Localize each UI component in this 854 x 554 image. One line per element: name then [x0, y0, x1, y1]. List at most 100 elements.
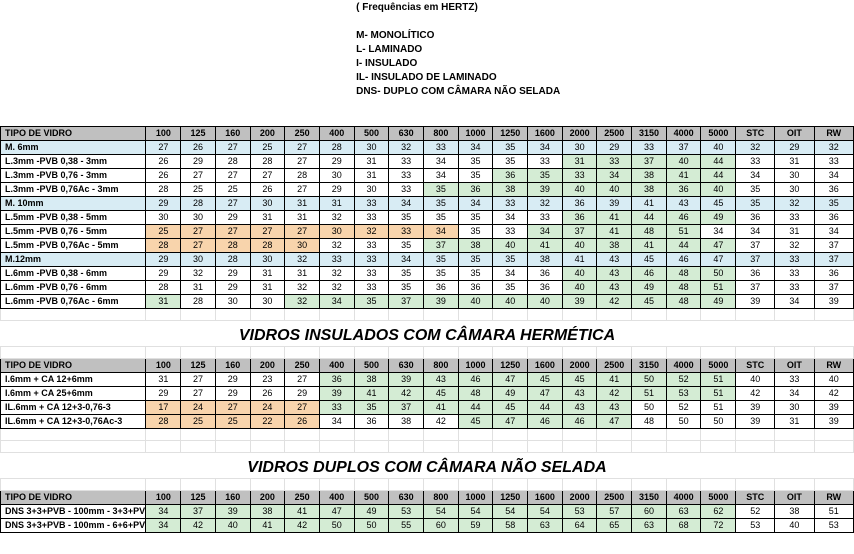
data-cell: 33	[528, 154, 563, 168]
data-cell: 30	[181, 252, 216, 266]
data-cell: 35	[389, 238, 424, 252]
row-label: IL.6mm + CA 12+3-0,76Ac-3	[1, 414, 146, 428]
data-cell: 46	[666, 252, 701, 266]
data-cell: 28	[285, 168, 320, 182]
data-cell: 37	[423, 238, 458, 252]
data-cell: 45	[458, 414, 493, 428]
data-cell: 38	[775, 504, 814, 518]
data-cell: 51	[632, 386, 667, 400]
data-cell: 26	[285, 414, 320, 428]
col-freq: 2500	[597, 490, 632, 504]
data-cell: 27	[181, 386, 216, 400]
data-cell: 34	[597, 168, 632, 182]
data-cell: 22	[250, 414, 285, 428]
col-freq: 2000	[562, 490, 597, 504]
data-cell: 33	[389, 224, 424, 238]
data-cell: 26	[250, 386, 285, 400]
col-freq: 200	[250, 490, 285, 504]
data-cell: 45	[528, 372, 563, 386]
col-freq: 2000	[562, 358, 597, 372]
data-cell: 34	[493, 266, 528, 280]
data-cell: 35	[458, 252, 493, 266]
data-cell: 31	[146, 372, 181, 386]
data-cell: 35	[736, 196, 775, 210]
data-cell: 35	[423, 196, 458, 210]
row-label: L.6mm -PVB 0,38 - 6mm	[1, 266, 146, 280]
data-cell: 34	[814, 224, 853, 238]
data-cell: 37	[632, 154, 667, 168]
data-cell: 36	[493, 168, 528, 182]
data-cell: 39	[215, 504, 250, 518]
data-cell: 34	[423, 168, 458, 182]
data-cell: 42	[285, 518, 320, 532]
data-cell: 31	[146, 294, 181, 308]
col-freq: 2500	[597, 358, 632, 372]
data-cell: 51	[701, 372, 736, 386]
data-cell: 29	[319, 154, 354, 168]
data-cell: 43	[597, 252, 632, 266]
data-cell: 36	[562, 210, 597, 224]
data-cell: 23	[250, 372, 285, 386]
data-cell: 48	[666, 266, 701, 280]
data-cell: 58	[493, 518, 528, 532]
data-cell: 35	[389, 266, 424, 280]
data-cell: 30	[354, 140, 389, 154]
data-cell: 34	[775, 386, 814, 400]
data-cell: 37	[562, 224, 597, 238]
data-cell: 36	[458, 280, 493, 294]
data-cell: 31	[285, 266, 320, 280]
data-cell: 47	[493, 372, 528, 386]
data-cell: 39	[736, 400, 775, 414]
col-freq: 1600	[528, 490, 563, 504]
data-cell: 46	[528, 414, 563, 428]
col-freq: 1000	[458, 490, 493, 504]
row-label: L.6mm -PVB 0,76Ac - 6mm	[1, 294, 146, 308]
data-cell: 39	[814, 294, 853, 308]
legend-line	[354, 98, 853, 112]
data-cell: 33	[775, 372, 814, 386]
data-cell: 35	[736, 182, 775, 196]
data-cell: 48	[632, 414, 667, 428]
col-freq: 200	[250, 126, 285, 140]
data-cell: 35	[423, 252, 458, 266]
data-cell: 33	[354, 238, 389, 252]
data-cell: 53	[389, 504, 424, 518]
data-cell: 36	[354, 414, 389, 428]
col-freq: 4000	[666, 358, 701, 372]
data-cell: 37	[814, 280, 853, 294]
data-cell: 25	[146, 224, 181, 238]
data-cell: 30	[215, 294, 250, 308]
data-cell: 26	[146, 154, 181, 168]
data-cell: 34	[423, 154, 458, 168]
data-cell: 39	[528, 182, 563, 196]
data-cell: 37	[181, 504, 216, 518]
data-cell: 35	[493, 140, 528, 154]
data-cell: 38	[250, 504, 285, 518]
data-cell: 36	[458, 182, 493, 196]
col-freq: 160	[215, 490, 250, 504]
data-cell: 29	[285, 386, 320, 400]
legend-line	[354, 14, 853, 28]
data-cell: 31	[285, 210, 320, 224]
row-label: L.6mm -PVB 0,76 - 6mm	[1, 280, 146, 294]
data-cell: 40	[701, 140, 736, 154]
col-freq: 160	[215, 358, 250, 372]
col-freq: 100	[146, 358, 181, 372]
data-cell: 34	[775, 294, 814, 308]
data-cell: 44	[458, 400, 493, 414]
data-cell: 41	[423, 400, 458, 414]
data-cell: 36	[562, 196, 597, 210]
data-cell: 38	[493, 182, 528, 196]
data-cell: 44	[632, 210, 667, 224]
col-extra: RW	[814, 490, 853, 504]
data-cell: 41	[632, 196, 667, 210]
data-cell: 62	[701, 504, 736, 518]
data-cell: 40	[736, 372, 775, 386]
data-cell: 51	[814, 504, 853, 518]
data-cell: 30	[250, 294, 285, 308]
data-cell: 43	[597, 266, 632, 280]
data-cell: 37	[736, 238, 775, 252]
data-cell: 30	[562, 140, 597, 154]
data-cell: 51	[701, 280, 736, 294]
data-cell: 42	[814, 386, 853, 400]
